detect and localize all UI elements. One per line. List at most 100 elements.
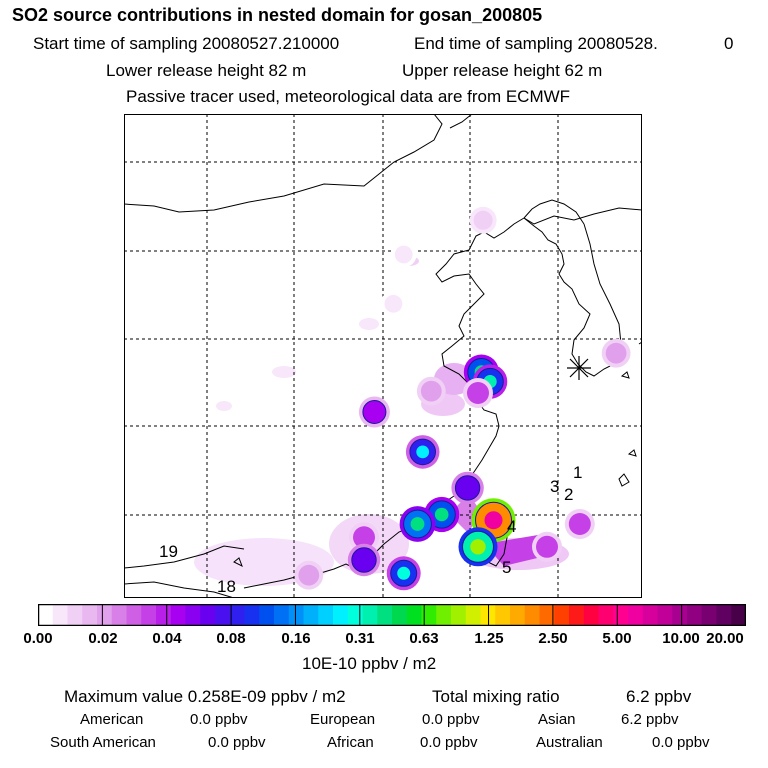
source-core: [434, 507, 449, 522]
colorbar-cell: [672, 604, 688, 626]
colorbar-cell: [598, 604, 614, 626]
region-label: 19: [159, 542, 178, 561]
region-name: Australian: [536, 734, 603, 751]
colorbar-tick-label: 0.16: [281, 630, 311, 647]
hotspot-layer: [294, 206, 631, 591]
source-core: [470, 539, 486, 555]
colorbar-cell: [569, 604, 585, 626]
colorbar-cell: [687, 604, 703, 626]
colorbar: [38, 604, 746, 626]
region-value: 0.0 ppbv: [208, 734, 266, 751]
colorbar-cell: [421, 604, 437, 626]
end-time-suffix: 0: [724, 34, 734, 53]
plume-shape: [359, 318, 379, 330]
data-note: Passive tracer used, meteorological data…: [126, 87, 571, 106]
region-label: 2: [564, 485, 573, 504]
region-label: 18: [217, 577, 236, 596]
source-region-labels: 1 2 3 4 5 19 18: [159, 463, 582, 596]
source-hotspot: [298, 564, 320, 586]
colorbar-cell: [141, 604, 157, 626]
colorbar-tick-label: 2.50: [538, 630, 568, 647]
colorbar-cell: [244, 604, 260, 626]
region-value: 0.0 ppbv: [422, 711, 480, 728]
colorbar-cell: [495, 604, 511, 626]
colorbar-frame: [38, 604, 746, 626]
region-name: South American: [50, 734, 156, 751]
maximum-value: Maximum value 0.258E-09 ppbv / m2: [64, 687, 346, 706]
plume-shape: [449, 494, 479, 534]
colorbar-cell: [52, 604, 69, 626]
colorbar-cell: [288, 604, 305, 626]
receptor-marker: [567, 356, 591, 380]
end-time-label: End time of sampling 20080528.: [414, 34, 658, 53]
colorbar-cell: [97, 604, 113, 626]
colorbar-tick-label: 5.00: [602, 630, 632, 647]
colorbar-cell: [524, 604, 541, 626]
colorbar-tick-label: 0.04: [152, 630, 182, 647]
colorbar-cell: [82, 604, 98, 626]
source-hotspot: [473, 210, 493, 230]
colorbar-cell: [406, 604, 423, 626]
region-label: 5: [502, 558, 511, 577]
source-hotspot: [420, 380, 442, 402]
region-name: Asian: [538, 711, 576, 728]
colorbar-cell: [465, 604, 482, 626]
source-core: [397, 566, 411, 580]
region-label: 3: [550, 477, 559, 496]
total-mixing-ratio-value: 6.2 ppbv: [626, 687, 692, 706]
colorbar-cell: [38, 604, 54, 626]
upper-release-height: Upper release height 62 m: [402, 61, 603, 80]
colorbar-tick-label: 0.00: [23, 630, 53, 647]
colorbar-units: 10E-10 ppbv / m2: [302, 654, 437, 673]
colorbar-cell: [642, 604, 659, 626]
region-name: European: [310, 711, 376, 728]
colorbar-cell: [156, 604, 172, 626]
source-hotspot: [384, 294, 403, 313]
colorbar-cell: [731, 604, 746, 626]
region-name: African: [327, 734, 374, 751]
colorbar-cell: [701, 604, 718, 626]
colorbar-cell: [362, 604, 378, 626]
colorbar-cell: [318, 604, 334, 626]
colorbar-cell: [716, 604, 732, 626]
colorbar-cell: [583, 604, 600, 626]
lower-release-height: Lower release height 82 m: [106, 61, 307, 80]
colorbar-cell: [392, 604, 408, 626]
source-core: [416, 445, 430, 459]
colorbar-cell: [333, 604, 349, 626]
colorbar-tick-label: 10.00: [662, 630, 700, 647]
start-time-label: Start time of sampling 20080527.210000: [33, 34, 340, 53]
region-value: 0.0 ppbv: [420, 734, 478, 751]
colorbar-cell: [229, 604, 246, 626]
colorbar-tick-label: 0.02: [88, 630, 118, 647]
region-label: 4: [507, 517, 516, 536]
source-core: [410, 517, 425, 531]
region-value: 6.2 ppbv: [621, 711, 679, 728]
source-core: [484, 511, 503, 530]
source-hotspot: [454, 475, 481, 501]
colorbar-tick-label: 0.31: [345, 630, 375, 647]
total-mixing-ratio-label: Total mixing ratio: [432, 687, 560, 706]
region-value: 0.0 ppbv: [190, 711, 248, 728]
colorbar-tick-label: 1.25: [474, 630, 504, 647]
source-hotspot: [351, 547, 377, 573]
colorbar-cell: [451, 604, 467, 626]
region-value: 0.0 ppbv: [652, 734, 710, 751]
colorbar-tick-label: 20.00: [706, 630, 744, 647]
colorbar-cell: [274, 604, 290, 626]
colorbar-cell: [510, 604, 526, 626]
plume-shape: [272, 366, 296, 378]
colorbar-cell: [170, 604, 187, 626]
source-hotspot: [605, 342, 627, 364]
source-hotspot: [467, 382, 489, 404]
colorbar-cell: [67, 604, 83, 626]
region-name: American: [80, 711, 144, 728]
source-hotspot: [362, 400, 387, 424]
region-label: 1: [573, 463, 582, 482]
colorbar-cell: [657, 604, 673, 626]
colorbar-cell: [126, 604, 142, 626]
colorbar-cell: [347, 604, 364, 626]
colorbar-cell: [628, 604, 644, 626]
colorbar-cell: [377, 604, 393, 626]
colorbar-cell: [303, 604, 319, 626]
